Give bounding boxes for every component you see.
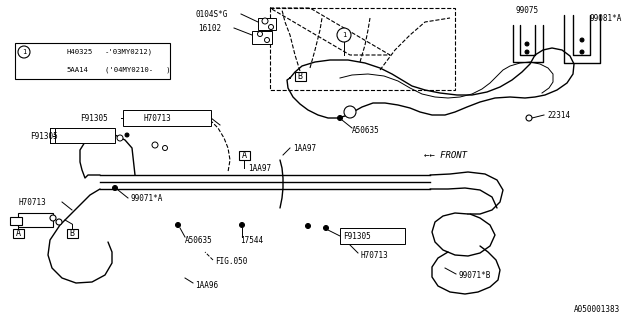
- Text: A50635: A50635: [185, 236, 212, 244]
- Text: 99075: 99075: [516, 5, 539, 14]
- Circle shape: [113, 186, 118, 190]
- Circle shape: [344, 106, 356, 118]
- Circle shape: [269, 25, 273, 29]
- Bar: [258, 18, 276, 30]
- Text: A: A: [15, 228, 20, 237]
- Bar: [15, 43, 170, 79]
- Text: 0104S*G: 0104S*G: [195, 10, 227, 19]
- Text: B: B: [298, 71, 303, 81]
- Text: A: A: [241, 150, 246, 159]
- Text: F91305: F91305: [80, 114, 108, 123]
- Circle shape: [262, 18, 268, 24]
- Bar: [18, 213, 53, 227]
- Bar: [239, 150, 250, 159]
- Text: F91305: F91305: [30, 132, 58, 140]
- Text: H70713: H70713: [360, 252, 388, 260]
- Text: 1AA97: 1AA97: [248, 164, 271, 172]
- Text: 16102: 16102: [198, 23, 221, 33]
- Bar: [123, 110, 211, 126]
- Circle shape: [526, 115, 532, 121]
- Circle shape: [117, 135, 123, 141]
- Text: H70713: H70713: [18, 197, 45, 206]
- Text: ('04MY0210-   ): ('04MY0210- ): [105, 67, 171, 73]
- Circle shape: [580, 50, 584, 54]
- Text: H40325: H40325: [66, 49, 92, 55]
- Text: 1AA96: 1AA96: [195, 281, 218, 290]
- Circle shape: [175, 222, 180, 228]
- Text: H70713: H70713: [143, 114, 171, 123]
- Circle shape: [152, 142, 158, 148]
- Text: A50635: A50635: [352, 125, 380, 134]
- Text: 1: 1: [342, 32, 346, 38]
- Text: FIG.050: FIG.050: [215, 258, 248, 267]
- Bar: [340, 228, 405, 244]
- Circle shape: [323, 226, 328, 230]
- Bar: [252, 31, 272, 44]
- Text: 5AA14: 5AA14: [66, 67, 88, 73]
- Text: B: B: [70, 228, 74, 237]
- Bar: [67, 228, 77, 237]
- Circle shape: [257, 31, 262, 36]
- Circle shape: [264, 37, 269, 43]
- Text: 22314: 22314: [547, 110, 570, 119]
- Circle shape: [305, 223, 310, 228]
- Text: ←← FRONT: ←← FRONT: [424, 150, 467, 159]
- Circle shape: [337, 116, 342, 121]
- Circle shape: [125, 133, 129, 137]
- Bar: [294, 71, 305, 81]
- Bar: [13, 228, 24, 237]
- Text: 1: 1: [22, 49, 26, 55]
- Circle shape: [337, 28, 351, 42]
- Circle shape: [18, 46, 30, 58]
- Circle shape: [50, 215, 56, 221]
- Text: F91305: F91305: [343, 231, 371, 241]
- Text: -'03MY0212): -'03MY0212): [105, 49, 153, 55]
- Text: A050001383: A050001383: [573, 305, 620, 314]
- Text: 99081*A: 99081*A: [590, 13, 622, 22]
- Text: 1AA97: 1AA97: [293, 143, 316, 153]
- Circle shape: [580, 38, 584, 42]
- Text: 17544: 17544: [240, 236, 263, 244]
- Circle shape: [239, 222, 244, 228]
- Circle shape: [525, 42, 529, 46]
- Circle shape: [525, 50, 529, 54]
- Text: 99071*B: 99071*B: [458, 271, 490, 281]
- Bar: [270, 8, 455, 90]
- Circle shape: [56, 219, 62, 225]
- Bar: [55, 128, 115, 143]
- Bar: [10, 217, 22, 225]
- Circle shape: [163, 146, 168, 150]
- Text: 99071*A: 99071*A: [130, 194, 163, 203]
